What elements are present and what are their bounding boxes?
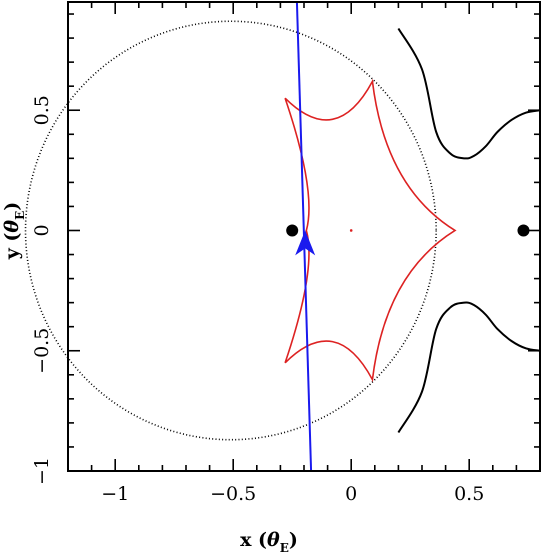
x-tick-label: 0.5 — [454, 483, 484, 505]
critical-curve-upper — [397, 27, 541, 160]
y-tick-label: −0.5 — [31, 328, 53, 374]
y-axis-title: y (θE) — [1, 202, 27, 261]
caustic-curve — [284, 78, 457, 383]
planetary-caustic — [349, 229, 353, 232]
critical-curve-circle — [24, 20, 437, 441]
x-tick-label: −1 — [101, 483, 129, 505]
lens-mass-1 — [286, 224, 299, 237]
source-direction-arrow — [295, 230, 316, 256]
x-tick-label: −0.5 — [210, 483, 256, 505]
tick-labels: −1 −0.5 0 0.5 −1 −0.5 0 0.5 — [31, 95, 484, 505]
x-axis-title: x (θE) — [240, 529, 298, 555]
plot-data-layer — [24, 1, 541, 472]
y-tick-label: −1 — [31, 457, 53, 485]
axis-ticks — [67, 2, 541, 472]
y-tick-label: 0 — [31, 224, 53, 236]
y-tick-label: 0.5 — [31, 95, 53, 125]
x-tick-label: 0 — [345, 483, 357, 505]
lens-mass-2 — [517, 224, 530, 237]
critical-curve-lower — [397, 301, 541, 434]
